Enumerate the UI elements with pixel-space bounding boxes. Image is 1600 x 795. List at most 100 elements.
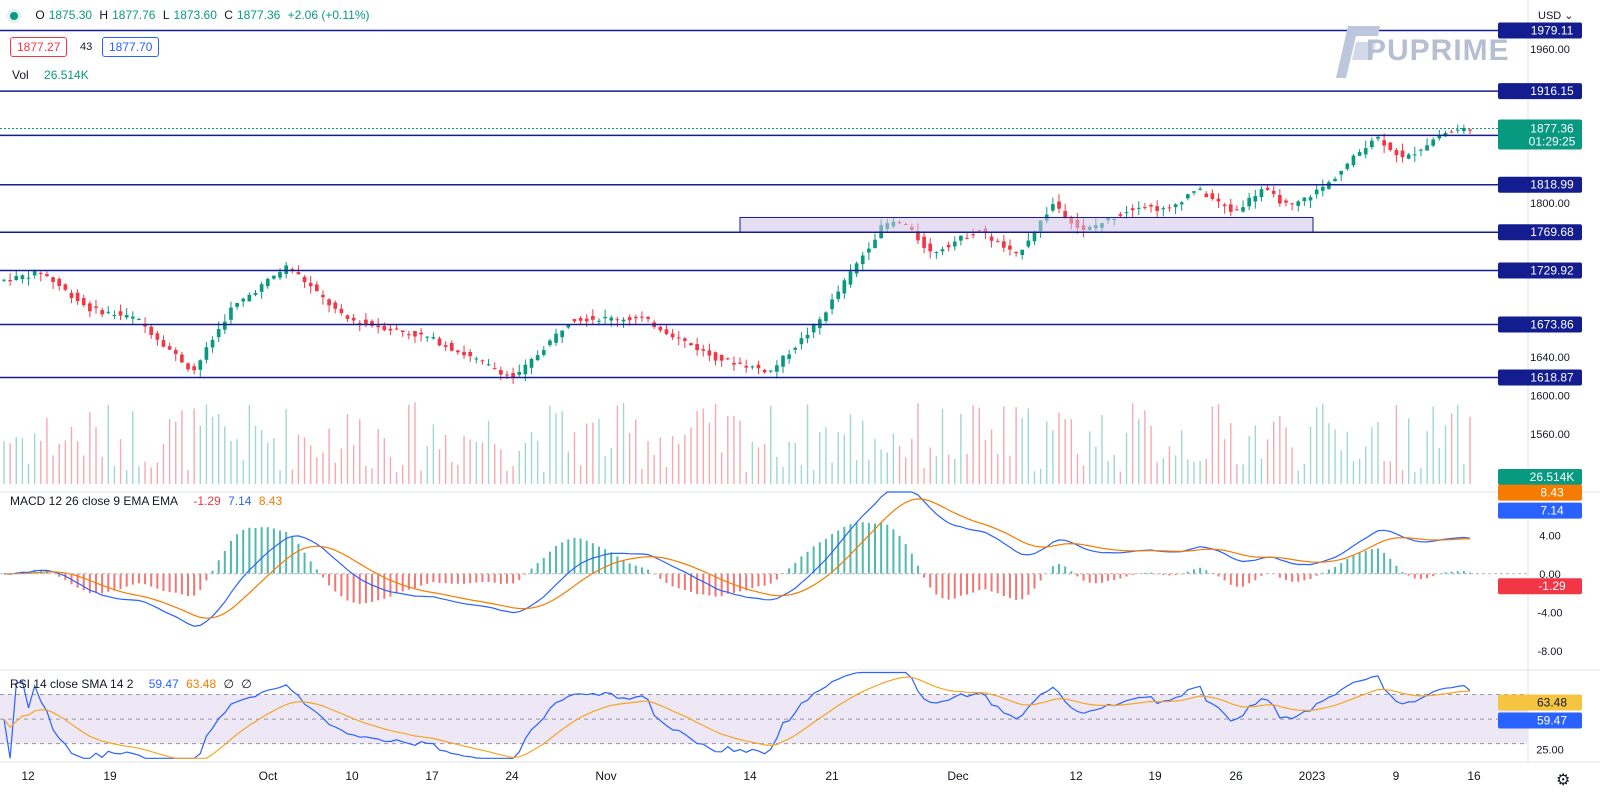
volume-bar (1125, 432, 1128, 484)
candle (725, 358, 730, 360)
volume-bar (408, 404, 410, 484)
gear-icon[interactable]: ⚙ (1556, 772, 1571, 789)
candle (480, 360, 485, 362)
macd-hist-bar (88, 573, 91, 594)
ask-button[interactable]: 1877.70 (102, 37, 160, 57)
volume-value: 26.514K (44, 68, 89, 82)
candle (713, 352, 718, 361)
volume-bar (763, 444, 766, 484)
candle (382, 326, 387, 331)
volume-bar (806, 404, 809, 484)
time-tick: 19 (1148, 769, 1162, 783)
volume-bar (678, 443, 680, 484)
macd-hist-bar (1297, 573, 1300, 582)
time-tick: 17 (425, 769, 439, 783)
volume-bar (346, 414, 349, 484)
volume-bar (800, 465, 803, 484)
candle (701, 349, 706, 351)
macd-tick: 4.00 (1539, 530, 1560, 542)
rsi-legend: RSI 14 close SMA 14 2 59.47 63.48 ∅ ∅ (10, 677, 256, 691)
candle (339, 308, 344, 314)
volume-bar (579, 465, 582, 484)
volume-bar (383, 438, 386, 484)
volume-bar (113, 465, 116, 484)
candle (928, 243, 933, 252)
chevron-down-icon: ⌄ (1564, 10, 1574, 22)
volume-bar (303, 437, 306, 484)
macd-hist-bar (272, 528, 275, 574)
rsi-tick: 25.00 (1536, 745, 1564, 757)
macd-hist-bar (1334, 566, 1337, 574)
volume-bar (1003, 406, 1005, 484)
volume-bar (181, 410, 183, 484)
candle (161, 340, 166, 347)
candle (449, 342, 454, 351)
macd-hist-bar (481, 573, 484, 583)
macd-hist-bar (303, 552, 306, 574)
currency-selector[interactable]: USD ⌄ (1538, 9, 1574, 22)
macd-hist-bar (1469, 572, 1471, 574)
macd-hist-bar (364, 573, 367, 604)
candle (989, 236, 994, 241)
macd-signal-label-bg (1498, 484, 1582, 501)
candle (1020, 249, 1025, 255)
macd-hist-bar (542, 557, 545, 574)
volume-bar (1426, 431, 1428, 484)
volume-bar (929, 447, 931, 484)
level-label-bg (1498, 83, 1582, 100)
volume-bar (733, 415, 735, 484)
volume-bar (757, 447, 760, 484)
macd-hist-bar (1021, 573, 1024, 600)
macd-hist-bar (260, 527, 263, 574)
ohlc-legend: O 1875.30 H 1877.76 L 1873.60 C 1877.36 +2.0… (10, 8, 374, 22)
macd-hist-bar (1027, 573, 1030, 595)
candle (94, 306, 98, 308)
volume-bar (1334, 429, 1336, 484)
volume-bar (751, 441, 754, 484)
candle (744, 365, 749, 368)
candle (971, 234, 975, 236)
candle (805, 334, 810, 339)
volume-bar (1352, 461, 1355, 484)
volume-bar (714, 403, 717, 484)
time-tick: 10 (345, 769, 359, 783)
candle (824, 312, 828, 321)
macd-hist-bar (732, 573, 735, 594)
volume-bar (1156, 462, 1158, 484)
volume-bar (536, 440, 539, 484)
volume-bar (573, 432, 576, 484)
volume-bar (561, 411, 563, 484)
volume-bar (285, 408, 287, 484)
candle (1370, 140, 1374, 148)
volume-legend: Vol 26.514K (12, 68, 93, 82)
volume-bar (1438, 447, 1441, 484)
candle (952, 241, 957, 247)
macd-hist-bar (524, 573, 527, 575)
macd-hist-bar (886, 524, 889, 574)
candle (1308, 197, 1313, 201)
bid-button[interactable]: 1877.27 (10, 37, 68, 57)
level-label-bg (1498, 369, 1582, 386)
volume-bar (1223, 439, 1226, 484)
macd-signal-value: 8.43 (258, 494, 283, 508)
macd-hist-bar (321, 573, 324, 578)
volume-bar (610, 448, 612, 484)
candle (81, 298, 86, 306)
candle (1235, 209, 1239, 211)
volume-bar (628, 432, 631, 484)
volume-bar (395, 471, 398, 484)
candle (1290, 203, 1294, 205)
volume-bar (254, 425, 257, 484)
macd-hist-bar (469, 573, 472, 584)
candle (554, 333, 558, 343)
price-tick: 1960.00 (1530, 44, 1570, 56)
volume-bar (880, 449, 882, 484)
candle (873, 239, 877, 249)
price-tick: 1560.00 (1530, 429, 1570, 441)
volume-bar (3, 440, 5, 484)
macd-hist-bar (1100, 573, 1103, 583)
volume-bar (960, 413, 962, 484)
candle (1167, 207, 1172, 209)
macd-hist-bar (782, 573, 785, 574)
